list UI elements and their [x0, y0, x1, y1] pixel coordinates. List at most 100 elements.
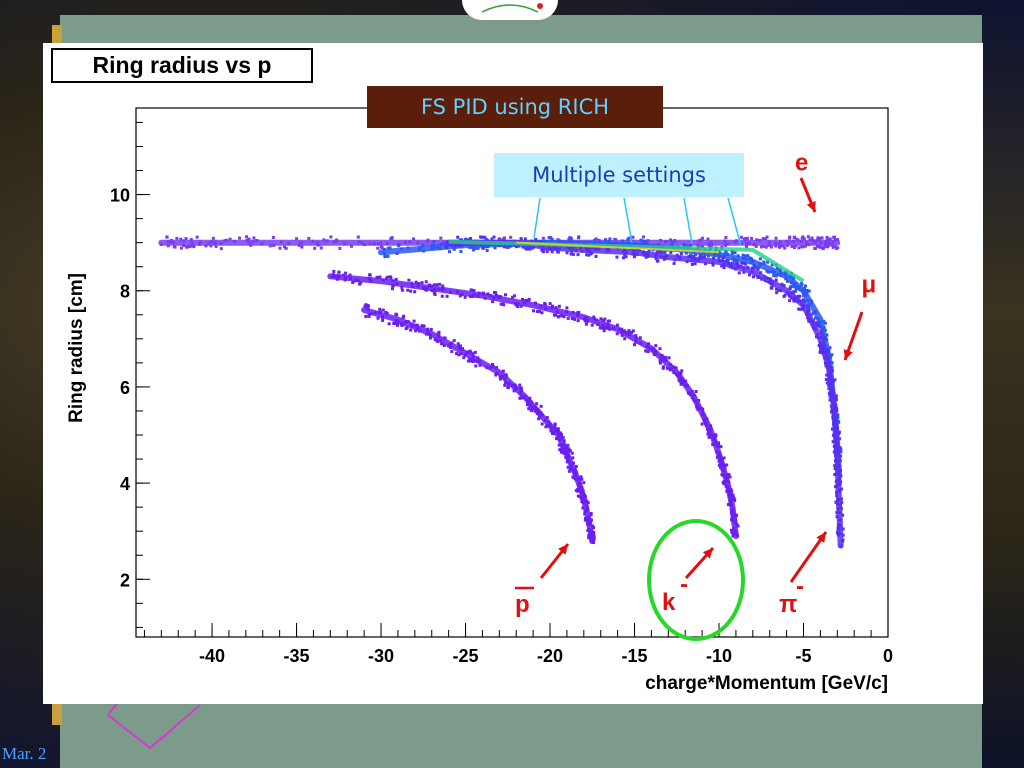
data-point [560, 432, 564, 436]
data-point [817, 324, 821, 328]
data-point [729, 528, 733, 532]
data-point [788, 235, 792, 239]
data-point [735, 513, 739, 517]
data-point [698, 253, 702, 257]
data-point [421, 243, 425, 247]
data-point [576, 487, 580, 491]
x-axis-label: charge*Momentum [GeV/c] [645, 673, 888, 694]
data-point [751, 275, 755, 279]
data-point [693, 253, 697, 257]
data-point [833, 245, 837, 249]
data-point [184, 237, 188, 241]
data-point [576, 494, 580, 498]
data-point [778, 267, 782, 271]
data-point [438, 282, 442, 286]
data-point [759, 245, 763, 249]
data-point [540, 422, 544, 426]
data-point [457, 353, 461, 357]
data-point [739, 235, 743, 239]
data-point [565, 445, 569, 449]
data-point [252, 236, 256, 240]
data-point [717, 256, 721, 260]
data-point [413, 290, 417, 294]
data-point [592, 315, 596, 319]
data-point [679, 382, 683, 386]
data-point [283, 245, 287, 249]
data-point [268, 244, 272, 248]
data-point [606, 319, 610, 323]
data-point [722, 266, 726, 270]
data-point [476, 246, 480, 250]
data-point [394, 322, 398, 326]
data-point [192, 245, 196, 249]
data-point [704, 262, 708, 266]
pion-label: π [779, 591, 797, 618]
data-point [841, 513, 845, 517]
data-point [737, 271, 741, 275]
x-tick-label: -10 [706, 646, 732, 666]
data-point [535, 402, 539, 406]
data-point [831, 440, 835, 444]
data-point [724, 250, 728, 254]
data-point [503, 293, 507, 297]
data-point [810, 236, 814, 240]
data-point [554, 313, 558, 317]
data-point [731, 493, 735, 497]
data-point [388, 246, 392, 250]
data-point [543, 301, 547, 305]
data-point [813, 246, 817, 250]
data-point [694, 389, 698, 393]
data-point [424, 280, 428, 284]
data-point [714, 249, 718, 253]
data-point [565, 306, 569, 310]
data-point [506, 386, 510, 390]
series-1 [378, 236, 843, 478]
data-point [806, 303, 810, 307]
data-point [392, 322, 396, 326]
data-point [519, 386, 523, 390]
data-point [834, 398, 838, 402]
data-point [750, 236, 754, 240]
data-point [767, 270, 771, 274]
data-point [624, 255, 628, 259]
data-point [721, 481, 725, 485]
data-point [428, 336, 432, 340]
data-point [278, 246, 282, 250]
data-point [567, 469, 571, 473]
data-point [530, 239, 534, 243]
data-point [445, 246, 449, 250]
data-point [806, 305, 810, 309]
data-point [166, 244, 170, 248]
data-point [566, 465, 570, 469]
data-point [733, 499, 737, 503]
data-point [396, 321, 400, 325]
pion-arrow-head [816, 532, 826, 543]
data-point [437, 332, 441, 336]
data-point [383, 255, 387, 259]
data-point [839, 447, 843, 451]
kaon-highlight-ring [647, 519, 745, 641]
data-point [756, 266, 760, 270]
data-point [566, 316, 570, 320]
data-point [534, 237, 538, 241]
y-tick-label: 2 [120, 570, 130, 590]
data-point [836, 238, 840, 242]
data-point [761, 244, 765, 248]
data-point [627, 329, 631, 333]
data-point [491, 362, 495, 366]
data-point [795, 237, 799, 241]
data-point [719, 445, 723, 449]
data-point [380, 245, 384, 249]
data-point [777, 288, 781, 292]
data-point [472, 248, 476, 252]
data-point [661, 365, 665, 369]
data-point [615, 323, 619, 327]
data-point [727, 473, 731, 477]
data-point [466, 359, 470, 363]
data-point [775, 287, 779, 291]
data-point [420, 281, 424, 285]
data-point [344, 271, 348, 275]
data-point [571, 475, 575, 479]
series-line [445, 239, 844, 549]
y-tick-label: 10 [110, 186, 130, 206]
